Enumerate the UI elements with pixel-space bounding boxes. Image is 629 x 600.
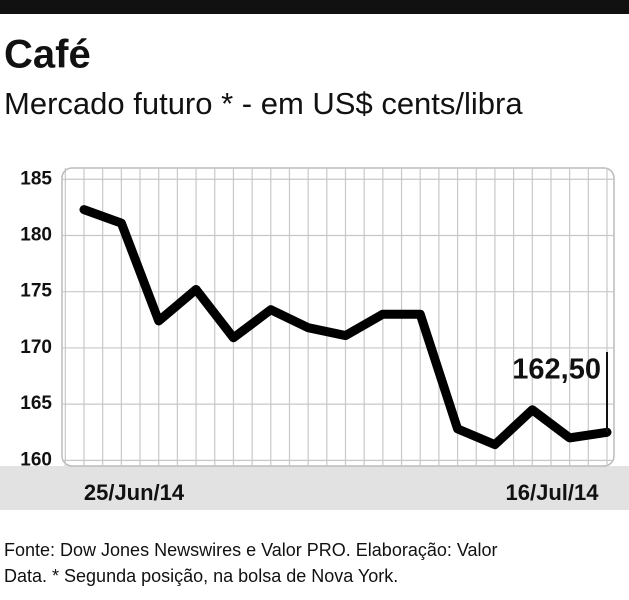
x-tick-label: 25/Jun/14 xyxy=(84,480,185,505)
source-line: Fonte: Dow Jones Newswires e Valor PRO. … xyxy=(4,540,498,560)
y-tick-label: 165 xyxy=(20,393,52,414)
source-line: Data. * Segunda posição, na bolsa de Nov… xyxy=(4,566,398,586)
x-tick-label: 16/Jul/14 xyxy=(506,480,600,505)
y-tick-label: 160 xyxy=(20,449,52,470)
line-series xyxy=(79,205,612,450)
plot-area xyxy=(61,167,615,467)
chart-subtitle: Mercado futuro * - em US$ cents/libra xyxy=(4,86,523,121)
top-bar xyxy=(0,0,629,14)
y-tick-label: 175 xyxy=(20,281,52,302)
value-label: 162,50 xyxy=(512,354,601,386)
x-axis-band xyxy=(0,466,629,510)
y-tick-label: 170 xyxy=(20,337,52,358)
y-tick-label: 180 xyxy=(20,224,52,245)
chart-title: Café xyxy=(4,33,91,77)
y-tick-label: 185 xyxy=(20,168,52,189)
